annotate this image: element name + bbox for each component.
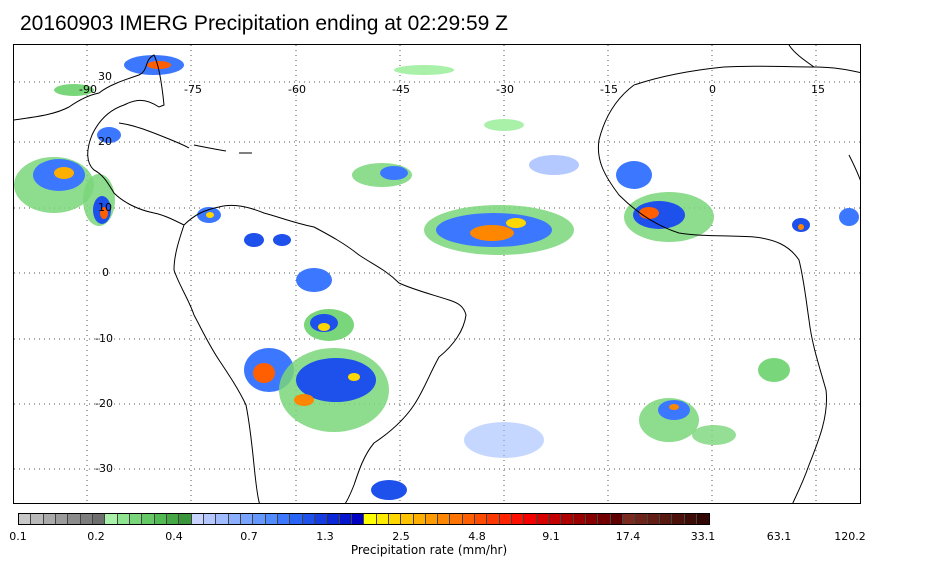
- colorbar-swatch: [117, 514, 130, 524]
- colorbar-swatch: [43, 514, 56, 524]
- colorbar-swatch: [277, 514, 291, 524]
- colorbar-swatch: [142, 514, 155, 524]
- colorbar-swatch: [610, 514, 624, 524]
- colorbar-swatch: [413, 514, 426, 524]
- colorbar-swatch: [487, 514, 500, 524]
- colorbar-swatch: [203, 514, 217, 524]
- lat-label: 20: [98, 135, 112, 148]
- colorbar-tick-label: 9.1: [542, 530, 560, 543]
- precipitation-areas: [14, 55, 859, 500]
- colorbar-swatch: [179, 514, 192, 524]
- colorbar-swatch: [80, 514, 93, 524]
- colorbar-tick-label: 4.8: [468, 530, 486, 543]
- colorbar-swatch: [228, 514, 241, 524]
- colorbar-swatch: [253, 514, 266, 524]
- colorbar-swatch: [129, 514, 143, 524]
- colorbar-swatch: [425, 514, 439, 524]
- colorbar-tick-label: 120.2: [834, 530, 866, 543]
- colorbar-swatch: [561, 514, 574, 524]
- colorbar-swatch: [536, 514, 550, 524]
- colorbar-swatch: [684, 514, 698, 524]
- colorbar-swatch: [524, 514, 537, 524]
- lon-label: -90: [79, 83, 97, 96]
- colorbar-swatch: [586, 514, 599, 524]
- lon-label: -15: [600, 83, 618, 96]
- colorbar-swatch: [660, 514, 673, 524]
- colorbar-swatch: [216, 514, 229, 524]
- lon-label: -30: [496, 83, 514, 96]
- colorbar-swatch: [166, 514, 180, 524]
- colorbar-tick-label: 0.7: [240, 530, 258, 543]
- colorbar-swatch: [512, 514, 525, 524]
- colorbar-swatch: [191, 514, 204, 524]
- colorbar-swatch: [290, 514, 303, 524]
- colorbar-swatch: [314, 514, 328, 524]
- colorbar-swatch: [376, 514, 389, 524]
- colorbar-tick-label: 63.1: [766, 530, 792, 543]
- lon-label: -75: [184, 83, 202, 96]
- colorbar-swatch: [388, 514, 402, 524]
- colorbar-swatch: [647, 514, 661, 524]
- colorbar-swatch: [265, 514, 278, 524]
- colorbar-swatch: [240, 514, 254, 524]
- colorbar-tick-label: 17.4: [615, 530, 641, 543]
- precipitation-colorbar: [18, 513, 711, 525]
- lat-label: -20: [95, 397, 113, 410]
- colorbar-swatch: [351, 514, 365, 524]
- colorbar-swatch: [31, 514, 44, 524]
- colorbar-swatch: [573, 514, 587, 524]
- lat-label: 10: [98, 201, 112, 214]
- colorbar-swatch: [623, 514, 636, 524]
- graticule: [14, 45, 860, 503]
- colorbar-swatch: [438, 514, 451, 524]
- lon-label: -45: [392, 83, 410, 96]
- colorbar-swatch: [92, 514, 106, 524]
- map-canvas: [14, 45, 860, 503]
- colorbar-swatch: [401, 514, 414, 524]
- coastlines: [14, 45, 860, 503]
- colorbar-swatch: [19, 514, 32, 524]
- colorbar-tick-label: 0.2: [87, 530, 105, 543]
- lat-label: -10: [95, 332, 113, 345]
- colorbar-swatch: [499, 514, 513, 524]
- colorbar-swatch: [339, 514, 352, 524]
- colorbar-tick-label: 0.1: [9, 530, 27, 543]
- colorbar-swatch: [697, 514, 710, 524]
- colorbar-swatch: [327, 514, 340, 524]
- colorbar-swatch: [68, 514, 81, 524]
- colorbar-tick-label: 0.4: [165, 530, 183, 543]
- colorbar-swatch: [598, 514, 611, 524]
- colorbar-tick-label: 2.5: [392, 530, 410, 543]
- lon-label: -60: [288, 83, 306, 96]
- colorbar-tick-label: 33.1: [690, 530, 716, 543]
- lat-label: 0: [102, 266, 109, 279]
- lat-label: -30: [95, 462, 113, 475]
- lat-label: 30: [98, 70, 112, 83]
- colorbar-swatch: [475, 514, 488, 524]
- colorbar-swatch: [364, 514, 377, 524]
- lon-label: 0: [709, 83, 716, 96]
- colorbar-swatch: [672, 514, 685, 524]
- precipitation-map: -90 -75 -60 -45 -30 -15 0 15 30 20 10 0 …: [13, 44, 861, 504]
- colorbar-swatch: [105, 514, 118, 524]
- colorbar-swatch: [549, 514, 562, 524]
- colorbar-swatch: [450, 514, 463, 524]
- colorbar-label: Precipitation rate (mm/hr): [350, 543, 508, 557]
- colorbar-swatch: [55, 514, 69, 524]
- page-title: 20160903 IMERG Precipitation ending at 0…: [20, 12, 508, 35]
- colorbar-tick-label: 1.3: [316, 530, 334, 543]
- colorbar-swatch: [635, 514, 648, 524]
- lon-label: 15: [811, 83, 825, 96]
- colorbar-swatch: [154, 514, 167, 524]
- colorbar-swatch: [302, 514, 315, 524]
- colorbar-swatch: [462, 514, 476, 524]
